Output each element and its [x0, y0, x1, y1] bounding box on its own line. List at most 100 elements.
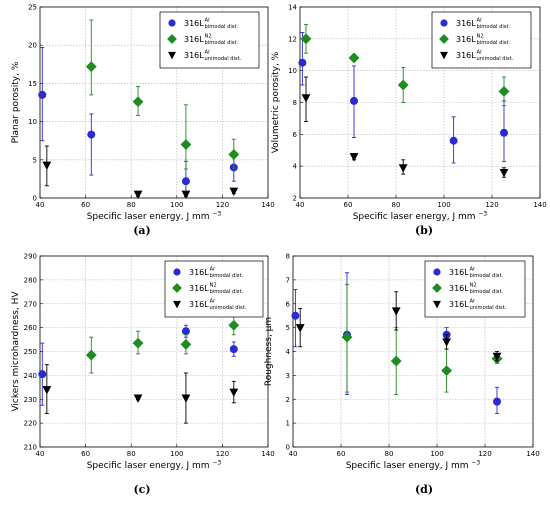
legend-entry-sub: unimodal dist.: [470, 305, 507, 311]
data-point: [132, 337, 144, 349]
legend-marker: [167, 34, 177, 44]
data-point: [390, 355, 402, 367]
data-point: [229, 388, 239, 397]
legend-entry-sup: Ar: [470, 267, 477, 273]
data-point: [442, 338, 451, 347]
legend-marker: [172, 283, 182, 293]
legend-box: [159, 11, 260, 69]
data-point: [42, 161, 52, 170]
y-tick-label: 12: [288, 35, 297, 43]
data-point: [38, 370, 47, 379]
legend-box: [164, 260, 264, 318]
x-tick-label: 80: [127, 450, 136, 458]
legend-entry-sup: Ar: [477, 50, 484, 56]
series-3: [42, 364, 239, 424]
legend-entry-sup: Ar: [205, 50, 212, 56]
y-axis-label: Volumetric porosity, %: [271, 51, 281, 153]
y-tick-label: 220: [24, 420, 37, 428]
data-point: [291, 311, 300, 320]
legend-entry-sup: Ar: [210, 299, 217, 305]
data-point: [493, 397, 501, 406]
chart-panel-2: 40 60 80 100 120 140 2 4 6 8 10 12 14 Specific laser …: [271, 4, 547, 238]
x-tick-label: 40: [36, 450, 45, 458]
x-axis-label: Specific laser energy, J mm −3: [87, 460, 222, 472]
x-tick-label: 100: [170, 450, 183, 458]
x-tick-label: 140: [533, 201, 546, 209]
x-tick-label: 60: [81, 201, 90, 209]
legend-entry: 316L: [456, 19, 476, 28]
legend-entry: 316L: [449, 284, 469, 293]
x-axis-label-exponent: −3: [212, 211, 221, 218]
x-tick-label: 100: [170, 201, 183, 209]
series-2: [85, 19, 240, 170]
legend-entry-sub: bimodal dist.: [477, 24, 511, 30]
legend-marker: [173, 268, 181, 276]
x-tick-label: 60: [81, 450, 90, 458]
data-point: [341, 331, 353, 343]
plot-frame: [39, 6, 269, 199]
legend-entry-sup: Ar: [205, 18, 212, 24]
legend-marker: [440, 19, 448, 27]
x-axis-label: Specific laser energy, J mm −3: [346, 460, 481, 472]
panel-caption: (d): [415, 483, 433, 496]
x-tick-label: 100: [430, 450, 443, 458]
series-2: [300, 24, 510, 107]
data-point: [492, 352, 502, 362]
data-point: [133, 394, 143, 403]
x-axis-label: Specific laser energy, J mm −3: [87, 211, 222, 223]
data-point: [498, 85, 510, 97]
x-tick-label: 60: [337, 450, 346, 458]
data-point: [397, 79, 409, 91]
data-point: [229, 345, 238, 354]
legend-entry-sup: Ar: [470, 299, 477, 305]
data-point: [391, 307, 401, 316]
data-point: [133, 190, 143, 200]
chart-panel-4: 40 60 80 100 120 140 0 1 2 3 4 5 6 7 8 Specific laser e…: [264, 253, 540, 497]
legend-entry: 316L: [189, 300, 209, 309]
y-axis-label: Vickers microhardness, HV: [11, 291, 21, 412]
legend-entry: 316L: [456, 51, 476, 60]
data-point: [500, 128, 508, 137]
x-tick-label: 40: [296, 201, 305, 209]
y-tick-label: 0: [286, 444, 290, 452]
data-point: [87, 130, 96, 139]
data-point: [42, 386, 52, 395]
y-tick-label: 8: [293, 99, 297, 107]
legend-marker: [168, 19, 176, 27]
data-point: [38, 90, 47, 99]
y-tick-label: 290: [24, 253, 37, 261]
y-tick-label: 8: [286, 253, 290, 261]
y-tick-label: 0: [33, 195, 37, 203]
x-tick-label: 100: [437, 201, 450, 209]
chart-panel-3: 40 60 80 100 120 140 210 220 230 240 250 260 270 280 2…: [11, 253, 275, 497]
series-3: [295, 291, 502, 362]
data-point: [301, 94, 311, 103]
x-tick-label: 60: [344, 201, 353, 209]
series-3: [301, 76, 509, 178]
y-axis-label: Planar porosity, %: [11, 61, 21, 143]
legend-entry-sub: bimodal dist.: [470, 289, 504, 295]
legend-entry-sub: bimodal dist.: [205, 40, 239, 46]
series-1: [298, 32, 508, 164]
legend-entry: 316L: [189, 268, 209, 277]
data-point: [181, 190, 191, 200]
legend-entry: 316L: [189, 284, 209, 293]
y-tick-label: 260: [24, 324, 37, 332]
y-tick-label: 2: [286, 396, 290, 404]
legend-entry-sup: Ar: [210, 267, 217, 273]
y-tick-label: 210: [24, 444, 37, 452]
x-tick-label: 140: [261, 201, 274, 209]
y-tick-label: 230: [24, 396, 37, 404]
data-point: [180, 139, 192, 150]
legend-box: [424, 260, 526, 318]
x-tick-label: 140: [526, 450, 539, 458]
y-tick-label: 5: [33, 156, 37, 164]
data-point: [132, 96, 144, 108]
y-tick-label: 240: [24, 372, 37, 380]
legend-entry-sub: bimodal dist.: [205, 24, 239, 30]
y-tick-label: 20: [28, 42, 37, 50]
data-point: [350, 96, 358, 105]
